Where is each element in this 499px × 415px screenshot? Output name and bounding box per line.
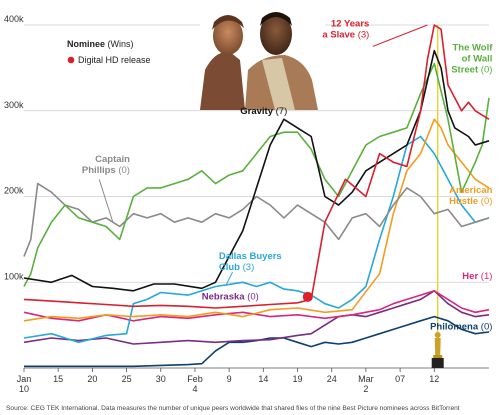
series-label-american-hustle: American Hustle (0) [449,185,492,207]
x-tick-label: 30 [156,374,166,384]
series-label-philomena: Philomena (0) [430,321,492,332]
source-note: Source: CEG TEK International. Data meas… [6,405,460,412]
phillips-pointer [98,179,114,223]
series-line-her [23,290,490,322]
x-tick-label: Feb 4 [187,374,203,394]
x-tick-label: 20 [87,374,97,384]
x-tick-label: Mar 2 [358,374,374,394]
series-line-american-hustle [23,118,490,322]
x-tick-label: 15 [53,374,63,384]
x-tick-label: 14 [258,374,268,384]
series-label-captain-phillips: Captain Phillips (0) [82,154,130,176]
dallas-pointer [225,271,234,286]
series-labels: 12 Years a Slave (3) Gravity (7) The Wolf of… [82,19,493,333]
legend-title: Nominee (Wins) [67,39,134,49]
film-still-image [200,10,325,110]
series-label-dallas-buyers-club: Dallas Buyers Club (3) [219,251,282,273]
x-tick-label: 9 [227,374,232,384]
x-tick-label: 19 [293,374,303,384]
digital-release-marker [302,291,313,302]
x-tick-label: Jan 10 [17,374,32,394]
legend: Nominee (Wins) Digital HD release [52,32,151,68]
y-tick-label: 400k [4,14,24,24]
series-line-the-wolf-of-wall-street [23,62,490,287]
series-lines [23,24,490,368]
y-tick-label: 200k [4,186,24,196]
x-tick-label: 12 [429,374,439,384]
legend-dot [67,56,75,64]
series-label-gravity: Gravity (7) [240,106,287,117]
series-label-her: Her (1) [462,271,492,282]
series-line-captain-phillips [23,182,490,257]
series-line-gravity [23,49,490,292]
y-axis-ticks: 100k 200k 300k 400k [4,14,24,281]
x-tick-label: 07 [395,374,405,384]
legend-item-label: Digital HD release [78,55,151,65]
y-tick-label: 300k [4,100,24,110]
slave-pointer [372,24,428,47]
x-axis: Jan 10 15 20 25 30 Feb 4 9 14 19 24 Mar 2 07 12 [17,367,489,394]
x-tick-label: 24 [327,374,337,384]
series-line-12-years-a-slave [23,24,490,309]
y-tick-label: 100k [4,271,24,281]
x-tick-label: 25 [122,374,132,384]
series-label-the-wolf-of-wall-street: The Wolf of Wall Street (0) [451,43,493,76]
series-line-philomena [24,315,490,368]
event-markers [431,25,444,368]
series-label-nebraska: Nebraska (0) [202,291,259,302]
oscar-statuette-icon [431,332,444,368]
series-label-12-years-a-slave: 12 Years a Slave (3) [322,19,369,41]
